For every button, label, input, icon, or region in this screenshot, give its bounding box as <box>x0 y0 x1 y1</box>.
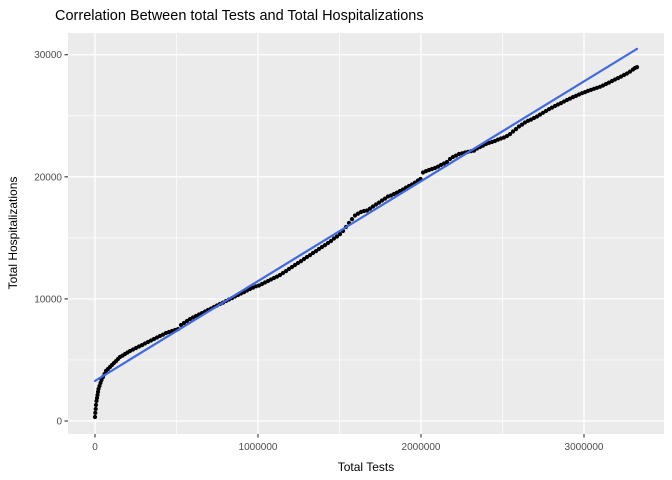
scatter-point <box>93 402 99 408</box>
trend-line-layer <box>93 47 639 383</box>
x-tick-label: 0 <box>92 442 98 453</box>
x-tick-label: 2000000 <box>402 442 441 453</box>
y-tick-label: 10000 <box>34 294 62 305</box>
scatter-point <box>328 238 334 244</box>
scatter-point <box>504 133 510 139</box>
scatter-point <box>280 270 286 276</box>
scatter-point <box>289 264 295 270</box>
scatter-point <box>322 243 328 248</box>
scatter-point <box>286 266 292 272</box>
scatter-point <box>379 198 385 203</box>
data-points <box>92 65 640 420</box>
scatter-point <box>277 272 283 278</box>
scatter-point <box>367 206 373 211</box>
panel-layer <box>68 33 664 434</box>
scatter-point <box>304 254 310 260</box>
scatter-point <box>283 269 289 274</box>
trend-line <box>93 47 639 383</box>
axis-tick-labels: 0 1000000 2000000 3000000 0 10000 20000 30000 <box>34 50 604 453</box>
scatter-point <box>331 236 337 241</box>
scatter-point <box>513 127 519 132</box>
scatter-point <box>95 392 100 398</box>
scatter-point <box>334 234 340 239</box>
scatter-point <box>316 246 322 252</box>
scatter-point <box>310 250 316 256</box>
scatter-point <box>382 196 388 201</box>
scatter-point <box>444 159 450 165</box>
scatter-point <box>624 71 630 76</box>
x-axis-title: Total Tests <box>338 460 394 474</box>
scatter-point <box>337 232 343 237</box>
x-tick-label: 1000000 <box>239 442 278 453</box>
scatter-point <box>634 65 640 70</box>
scatter-point <box>92 414 98 420</box>
major-gridlines <box>68 33 664 434</box>
scatter-point <box>292 262 298 268</box>
scatter-point <box>93 410 98 415</box>
scatter-point <box>298 259 304 264</box>
axis-ticks <box>64 54 585 438</box>
scatter-point <box>313 249 319 254</box>
scatter-point <box>373 202 379 207</box>
plot-title: Correlation Between total Tests and Tota… <box>55 8 424 24</box>
scatter-point <box>627 69 633 74</box>
scatter-point <box>184 318 190 324</box>
y-axis-title: Total Hospitalizations <box>6 177 20 290</box>
scatter-point <box>325 240 331 246</box>
scatter-point <box>447 156 453 162</box>
scatter-point <box>370 204 376 209</box>
scatter-point <box>516 124 522 129</box>
scatter-point <box>301 256 307 262</box>
scatter-point <box>181 320 187 326</box>
scatter-point <box>319 244 325 250</box>
scatter-point <box>352 213 358 218</box>
scatter-point <box>295 260 301 266</box>
scatter-point <box>93 406 98 412</box>
scatter-point <box>507 132 513 137</box>
scatter-point <box>376 200 382 205</box>
scatter-point <box>178 322 184 328</box>
y-tick-label: 20000 <box>34 172 62 183</box>
scatter-point <box>510 129 516 134</box>
panel-background <box>68 33 664 434</box>
x-tick-label: 3000000 <box>565 442 604 453</box>
y-tick-label: 30000 <box>34 50 62 61</box>
scatter-point <box>364 208 370 213</box>
minor-gridlines <box>68 33 664 434</box>
scatter-point <box>307 253 313 258</box>
scatter-point <box>534 114 540 119</box>
y-tick-label: 0 <box>56 416 62 427</box>
scatter-point <box>349 217 355 222</box>
scatter-point <box>519 122 525 127</box>
